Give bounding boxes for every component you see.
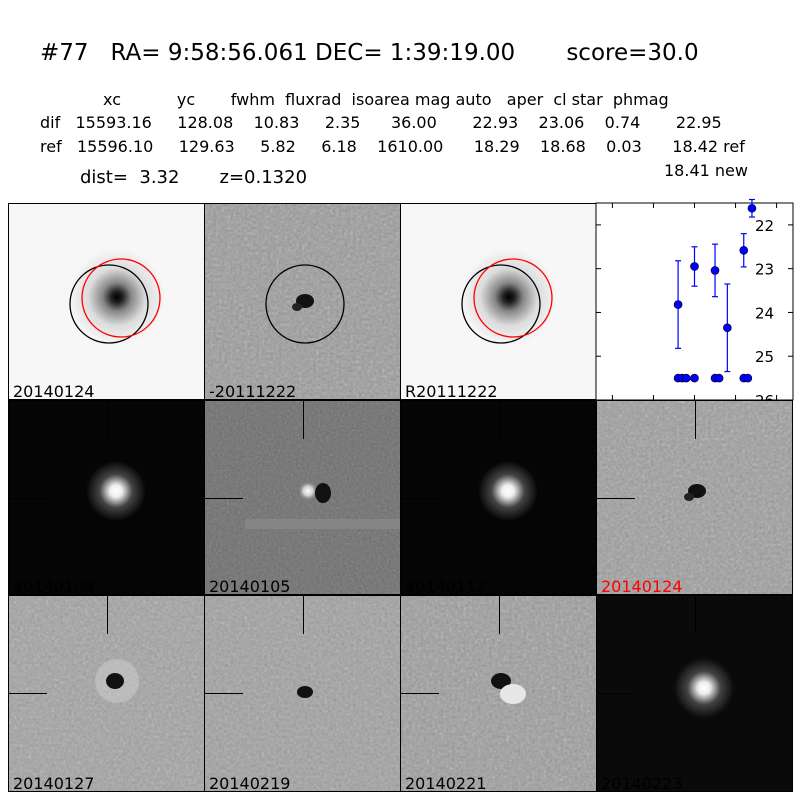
- ref-aperture-circle: [69, 264, 149, 344]
- column-headers: xc yc fwhm fluxrad isoarea mag auto aper…: [103, 90, 669, 109]
- data-point: [690, 262, 699, 271]
- y-tick-label: 25: [755, 348, 774, 366]
- data-point: [743, 373, 753, 383]
- page-title: #77 RA= 9:58:56.061 DEC= 1:39:19.00 scor…: [40, 40, 699, 66]
- diff-image: [205, 204, 400, 399]
- panel-label: 20140127: [13, 774, 95, 792]
- ref-row: ref 15596.10 129.63 5.82 6.18 1610.00 18…: [40, 137, 745, 156]
- data-point: [690, 373, 699, 383]
- panel-label: 20140124: [601, 577, 683, 595]
- panel-label: 20140219: [209, 774, 291, 792]
- y-tick-label: 23: [755, 261, 774, 279]
- panel-label: 20140105: [209, 577, 291, 595]
- new-image: [9, 204, 204, 399]
- panel-20140105: 20140105: [204, 400, 401, 595]
- dif-row: dif 15593.16 128.08 10.83 2.35 36.00 22.…: [40, 113, 722, 132]
- panel-new-image: 20140124: [8, 203, 205, 400]
- y-tick-label: 22: [755, 217, 774, 235]
- panel-label: 20140221: [405, 774, 487, 792]
- data-point: [681, 373, 691, 383]
- panel-label: -20111222: [209, 382, 297, 400]
- ref-image: [401, 204, 596, 399]
- panel-20140112: 20140112: [400, 400, 597, 595]
- panel-diff-image: -20111222: [204, 203, 401, 400]
- panel-20140103: 20140103: [8, 400, 205, 595]
- panel-label: 20140223: [601, 774, 683, 792]
- data-point: [710, 266, 720, 275]
- dist-redshift: dist= 3.32 z=0.1320: [80, 167, 308, 188]
- y-tick-label: 24: [755, 304, 774, 322]
- new-mag: 18.41 new: [664, 161, 748, 180]
- light-curve-chart: 2223242526−100−50050100: [592, 198, 794, 424]
- panel-label: R20111222: [405, 382, 498, 400]
- data-point: [714, 373, 724, 383]
- panel-label: 20140112: [405, 577, 487, 595]
- data-point: [747, 203, 757, 213]
- panel-20140124-diff: 20140124: [596, 400, 793, 595]
- panel-ref-image: R20111222: [400, 203, 597, 400]
- data-point: [673, 300, 683, 309]
- panel-label: 20140103: [13, 577, 95, 595]
- panel-label: 20140124: [13, 382, 95, 400]
- light-curve-panel: 2223242526−100−50050100: [592, 198, 794, 424]
- panel-20140223: 20140223: [596, 595, 793, 792]
- data-point: [723, 323, 732, 333]
- data-point: [739, 245, 749, 255]
- panel-20140221: 20140221: [400, 595, 597, 792]
- new-aperture-circle: [81, 258, 161, 338]
- panel-20140219: 20140219: [204, 595, 401, 792]
- panel-20140127: 20140127: [8, 595, 205, 792]
